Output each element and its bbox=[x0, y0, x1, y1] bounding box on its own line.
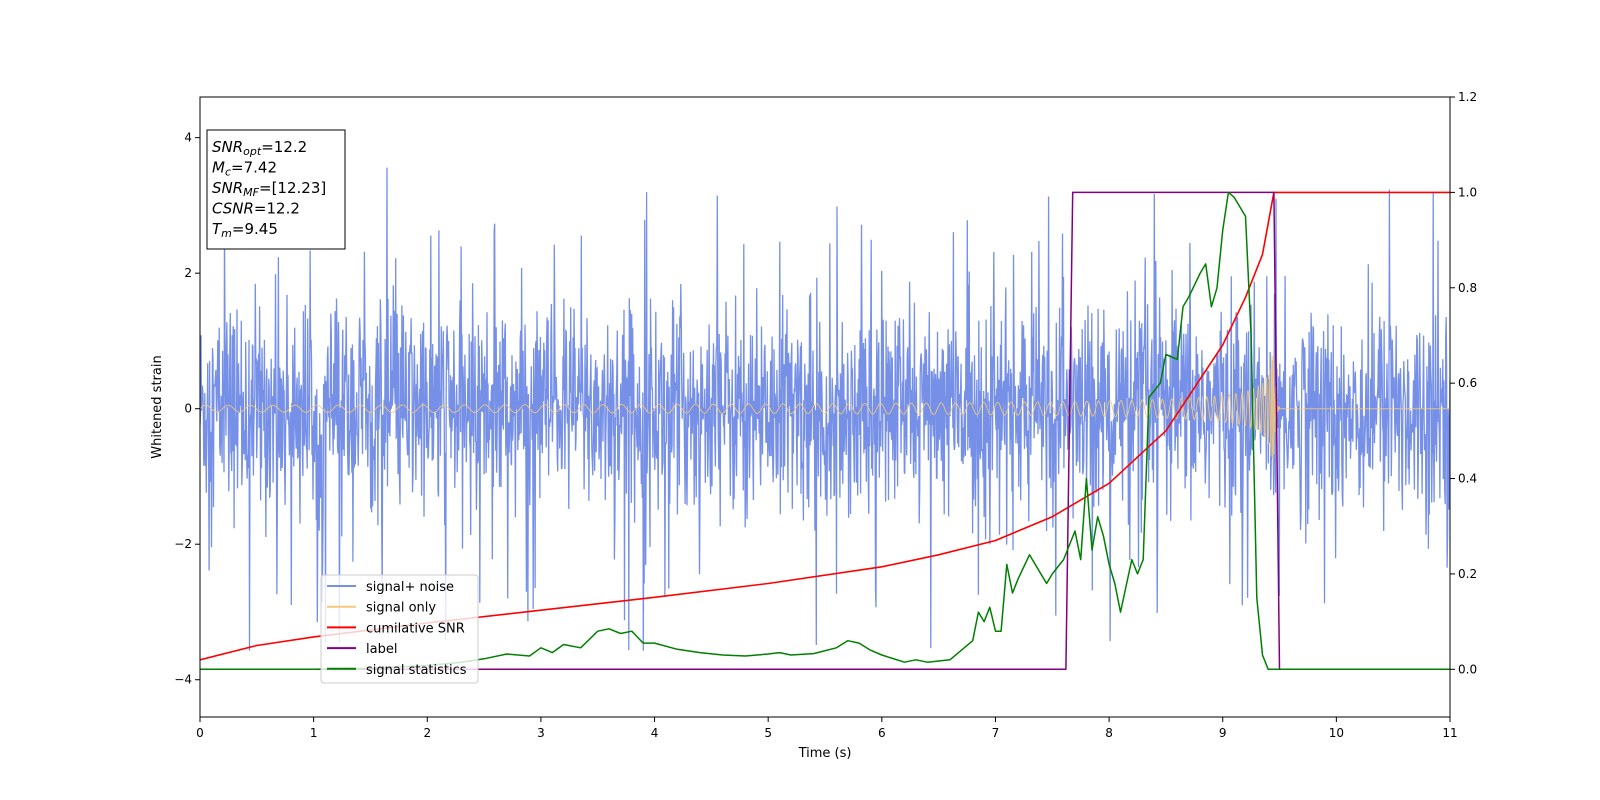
y-right-tick-label: 1.0 bbox=[1458, 185, 1477, 199]
annotation-line: SNRMF=[12.23] bbox=[212, 179, 326, 199]
legend-label: signal only bbox=[366, 601, 436, 616]
x-tick-label: 6 bbox=[878, 726, 886, 740]
legend: signal+ noise signal only cumilative SNR la… bbox=[320, 574, 479, 684]
x-axis: 0 1 2 3 4 5 6 7 8 9 10 11 bbox=[196, 717, 1458, 740]
x-tick-label: 7 bbox=[992, 726, 1000, 740]
x-tick-label: 9 bbox=[1219, 726, 1227, 740]
legend-label: signal+ noise bbox=[366, 580, 454, 595]
x-tick-label: 0 bbox=[196, 726, 204, 740]
y-left-tick-label: −2 bbox=[174, 537, 192, 551]
annotation-line: Mc=7.42 bbox=[212, 159, 277, 179]
y-axis-left: −4 −2 0 2 4 bbox=[174, 131, 200, 687]
y-axis-label: Whitened strain bbox=[150, 355, 165, 458]
x-tick-label: 11 bbox=[1442, 726, 1457, 740]
series-signal-noise-line bbox=[200, 167, 1450, 651]
x-axis-label: Time (s) bbox=[798, 746, 852, 761]
y-left-tick-label: 0 bbox=[184, 402, 192, 416]
x-tick-label: 2 bbox=[423, 726, 431, 740]
y-right-tick-label: 0.2 bbox=[1458, 567, 1477, 581]
y-right-tick-label: 0.0 bbox=[1458, 662, 1477, 676]
annotation-box-frame bbox=[206, 129, 346, 250]
x-tick-label: 4 bbox=[651, 726, 659, 740]
y-right-tick-label: 0.4 bbox=[1458, 472, 1477, 486]
annotation-line: Tm=9.45 bbox=[212, 220, 278, 240]
y-right-tick-label: 0.8 bbox=[1458, 281, 1477, 295]
x-tick-label: 1 bbox=[310, 726, 318, 740]
y-left-tick-label: 4 bbox=[184, 131, 192, 145]
y-left-tick-label: −4 bbox=[174, 673, 192, 687]
y-right-tick-label: 0.6 bbox=[1458, 376, 1477, 390]
plot-frame bbox=[199, 96, 1451, 718]
y-right-tick-label: 1.2 bbox=[1458, 90, 1477, 104]
legend-label: cumilative SNR bbox=[366, 621, 465, 636]
x-tick-label: 8 bbox=[1105, 726, 1113, 740]
series-signal-statistics-line bbox=[200, 191, 1450, 671]
y-left-tick-label: 2 bbox=[184, 266, 192, 280]
annotation-line: SNRopt=12.2 bbox=[212, 138, 307, 158]
x-tick-label: 5 bbox=[764, 726, 772, 740]
x-tick-label: 10 bbox=[1329, 726, 1344, 740]
annotation-box: SNRopt=12.2Mc=7.42SNRMF=[12.23]CSNR=12.2… bbox=[206, 129, 346, 250]
legend-label: label bbox=[366, 642, 397, 657]
series-signal-only-line bbox=[200, 354, 1450, 468]
y-axis-right: 0.0 0.2 0.4 0.6 0.8 1.0 1.2 bbox=[1450, 90, 1477, 676]
legend-frame bbox=[320, 574, 479, 684]
legend-label: signal statistics bbox=[366, 663, 467, 678]
annotation-line: CSNR=12.2 bbox=[212, 200, 300, 218]
x-tick-label: 3 bbox=[537, 726, 545, 740]
